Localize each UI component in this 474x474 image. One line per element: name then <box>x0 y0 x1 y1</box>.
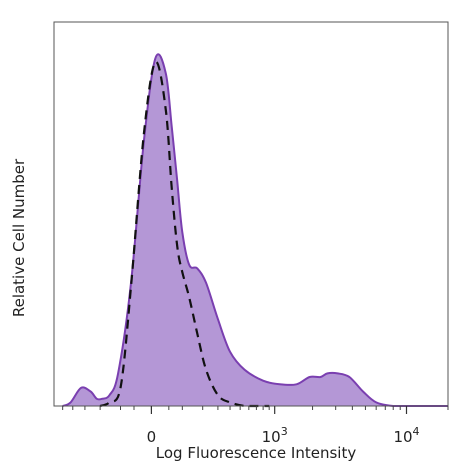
x-tick-label: 103 <box>262 425 288 446</box>
y-axis-label: Relative Cell Number <box>10 158 28 317</box>
x-tick-label: 0 <box>147 428 157 446</box>
x-tick-label: 104 <box>393 425 419 446</box>
dashed-control-histogram <box>99 60 270 408</box>
filled-histogram-area <box>62 54 448 406</box>
x-tick-exponent: 4 <box>413 425 420 438</box>
filled-histogram-outline <box>62 53 448 407</box>
x-axis-label: Log Fluorescence Intensity <box>156 444 357 462</box>
plot-frame <box>53 21 449 407</box>
x-tick-exponent: 3 <box>281 425 288 438</box>
